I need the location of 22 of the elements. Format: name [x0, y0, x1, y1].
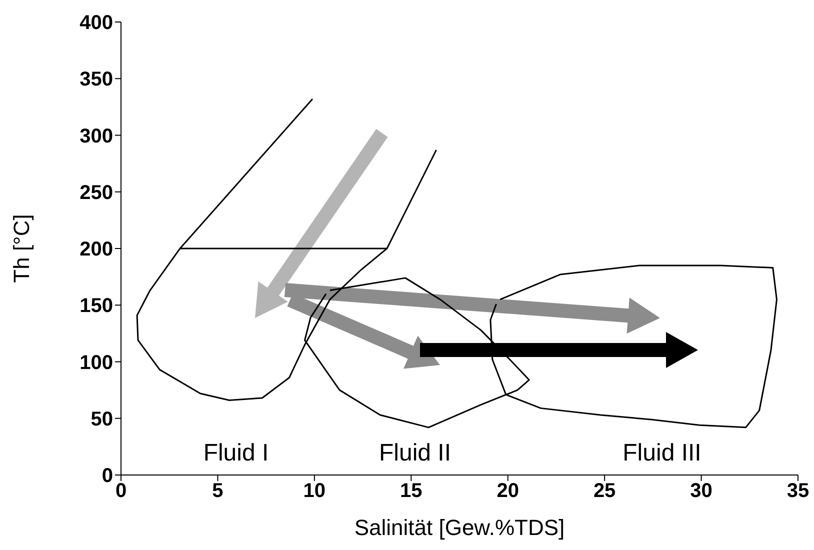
y-tick-label: 300: [80, 125, 113, 148]
y-tick-label: 350: [80, 68, 113, 91]
x-tick-label: 25: [593, 480, 616, 502]
annotation: Fluid III: [622, 440, 702, 466]
x-tick-label: 20: [496, 480, 519, 502]
y-tick-label: 200: [80, 238, 113, 261]
annotation: Fluid I: [203, 440, 269, 466]
y-tick-label: 50: [90, 408, 113, 430]
x-tick-label: 15: [400, 480, 422, 502]
y-tick-label: 400: [80, 12, 113, 34]
annotation: Fluid II: [378, 440, 452, 466]
y-tick-label: 0: [102, 465, 113, 488]
x-tick-label: 10: [303, 480, 326, 502]
x-tick-label: 5: [212, 480, 224, 502]
x-axis-title: Salinität [Gew.%TDS]: [354, 515, 565, 540]
y-axis-title: Th [°C]: [8, 214, 34, 283]
x-tick-label: 0: [115, 480, 127, 502]
y-tick-label: 100: [80, 352, 113, 374]
y-tick-label: 150: [80, 295, 113, 318]
y-tick-label: 250: [80, 182, 113, 204]
x-tick-label: 30: [690, 480, 712, 502]
x-tick-label: 35: [786, 480, 810, 502]
